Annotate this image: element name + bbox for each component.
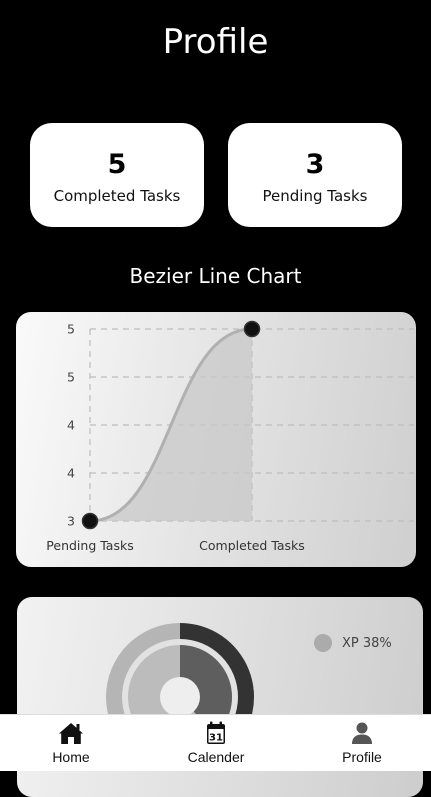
- nav-item-home[interactable]: Home: [21, 715, 121, 771]
- line-chart-svg: 5 5 4 4 3 Pending Tasks Completed Tasks: [46, 320, 414, 553]
- x-tick-label: Pending Tasks: [46, 538, 133, 553]
- legend-label: XP 38%: [342, 635, 392, 651]
- ring-chart-legend: XP 38%: [314, 633, 392, 653]
- page-title: Profile: [162, 22, 269, 62]
- home-icon: [59, 723, 83, 744]
- completed-tasks-count: 5: [107, 149, 127, 180]
- pending-tasks-label: Pending Tasks: [262, 187, 368, 205]
- user-icon: [352, 722, 372, 744]
- completed-tasks-card[interactable]: 5 Completed Tasks: [30, 123, 204, 227]
- center-hole: [160, 677, 200, 717]
- bezier-line-chart: 5 5 4 4 3 Pending Tasks Completed Tasks: [16, 312, 416, 567]
- nav-label-profile: Profile: [342, 749, 382, 765]
- bottom-navigation: Home 31 Calender Profile: [0, 714, 431, 771]
- y-tick-label: 5: [67, 322, 75, 337]
- x-tick-label: Completed Tasks: [199, 538, 305, 553]
- y-tick-label: 4: [67, 418, 75, 433]
- calendar-icon: 31: [207, 721, 225, 744]
- data-point: [81, 512, 99, 530]
- nav-item-profile[interactable]: Profile: [312, 715, 412, 771]
- nav-label-home: Home: [52, 749, 90, 765]
- pending-tasks-card[interactable]: 3 Pending Tasks: [228, 123, 402, 227]
- y-tick-label: 3: [67, 514, 75, 529]
- completed-tasks-label: Completed Tasks: [53, 187, 181, 205]
- series-line: [89, 327, 253, 523]
- pending-tasks-count: 3: [305, 149, 325, 180]
- legend-swatch: [314, 634, 332, 652]
- calendar-day: 31: [209, 733, 223, 744]
- chart-title: Bezier Line Chart: [129, 264, 302, 288]
- nav-item-calender[interactable]: 31 Calender: [166, 715, 266, 771]
- y-tick-label: 4: [67, 466, 75, 481]
- data-point: [243, 320, 261, 338]
- inner-ring-segment: [180, 645, 233, 735]
- y-tick-label: 5: [67, 370, 75, 385]
- nav-label-calender: Calender: [187, 749, 245, 765]
